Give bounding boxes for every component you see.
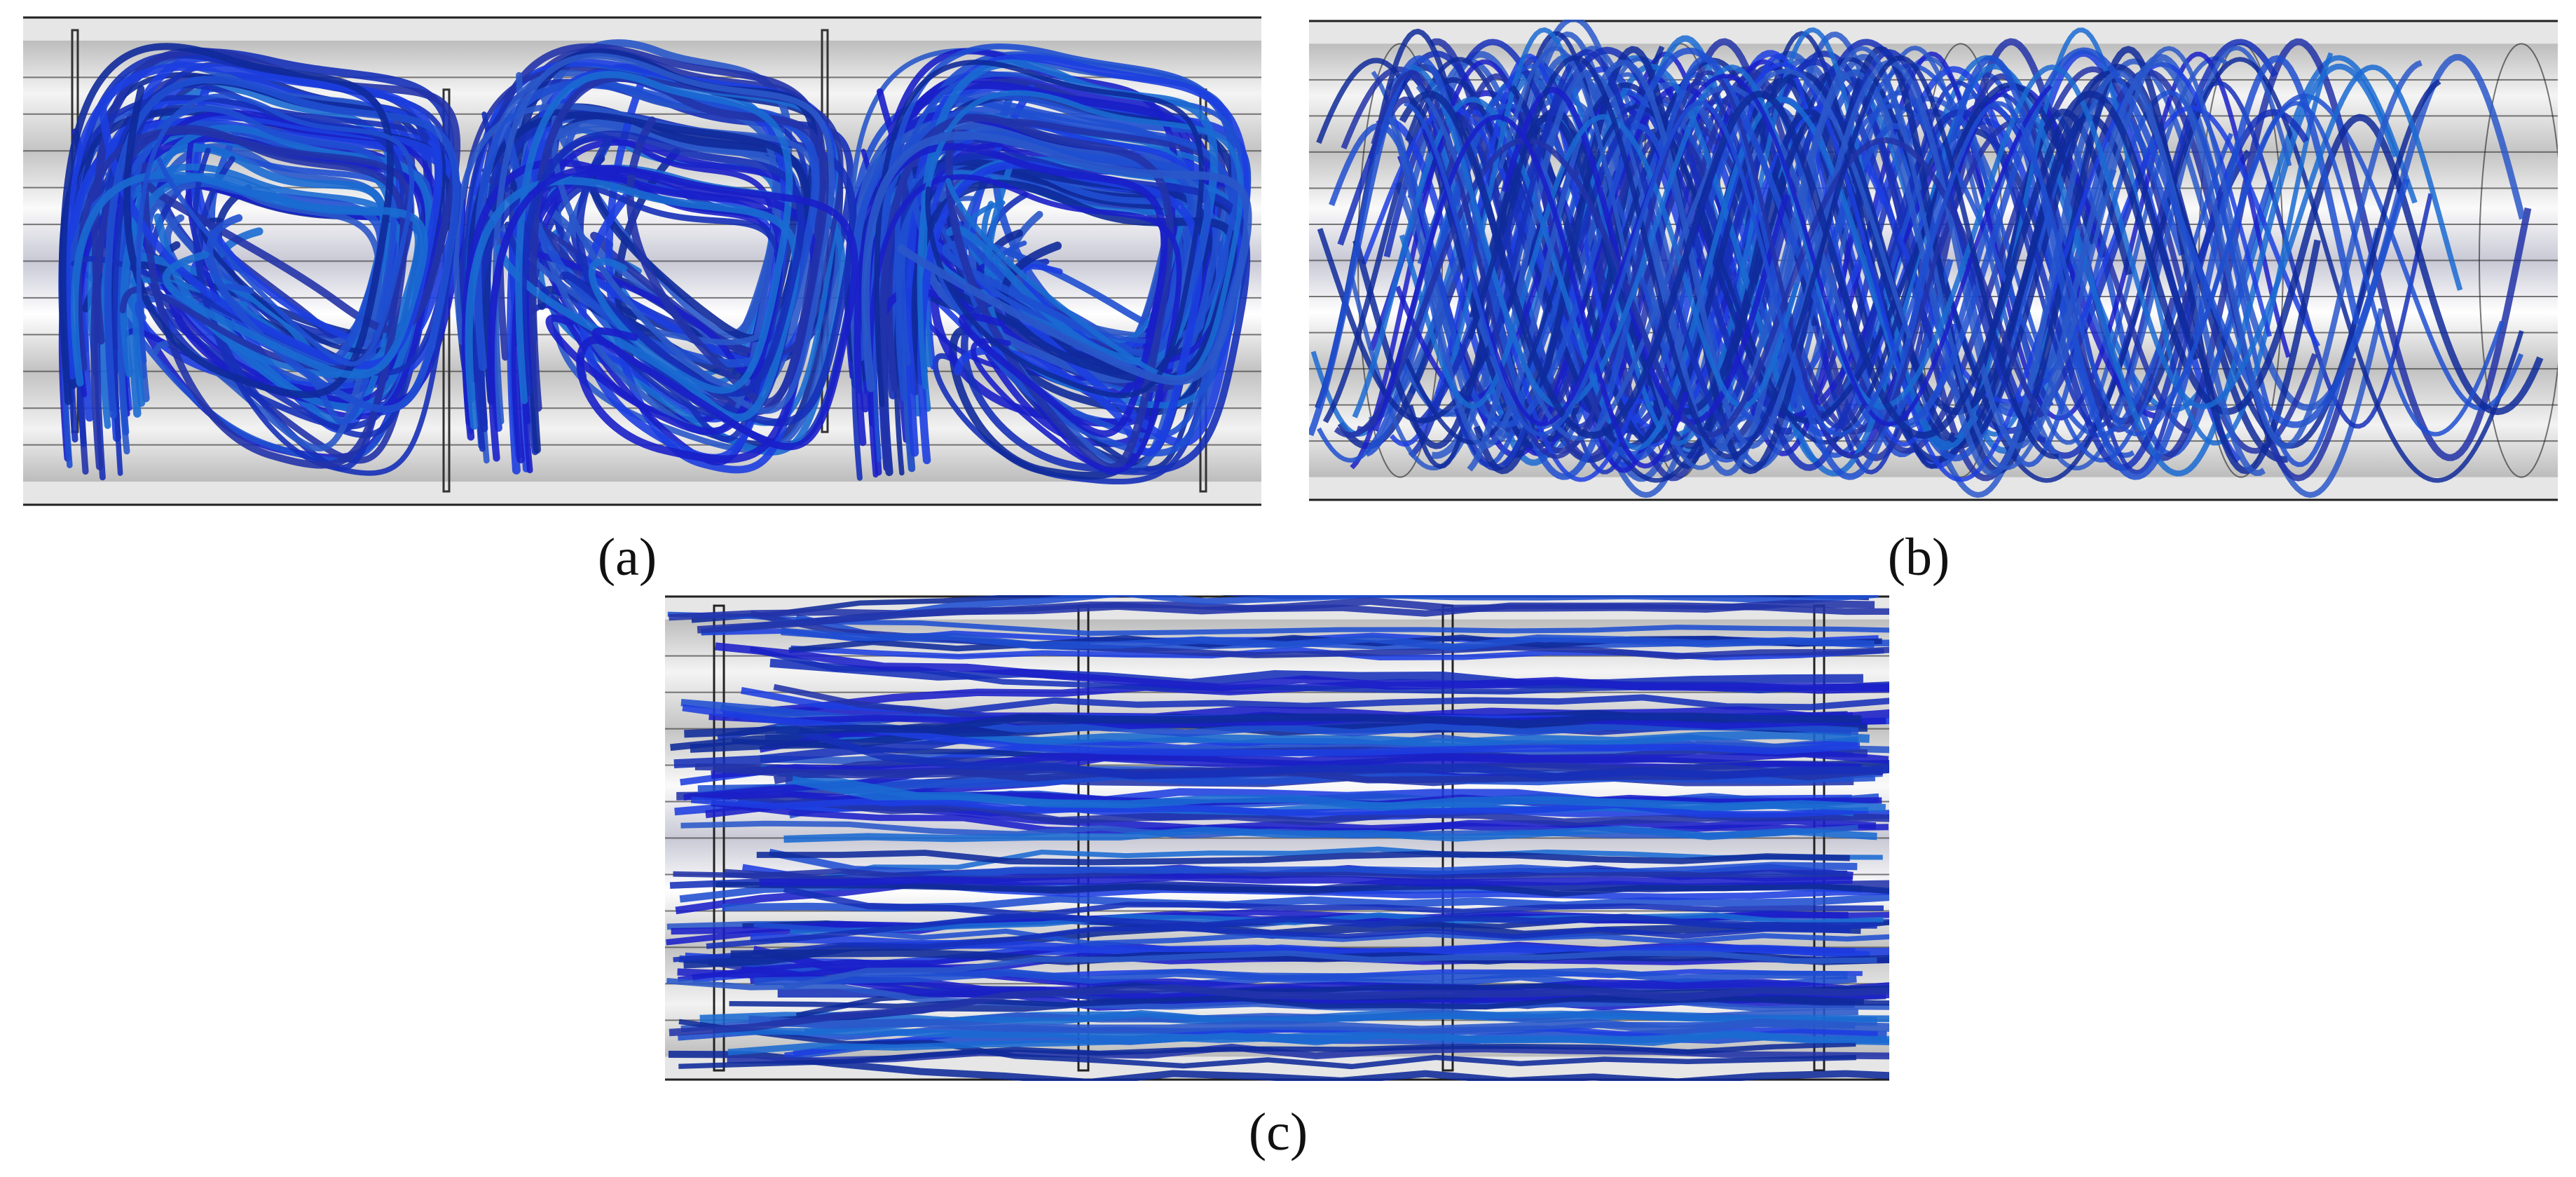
streamline [748,1015,1889,1035]
streamline [715,642,1889,692]
streamline [678,1019,1857,1070]
streamline [711,749,1889,779]
streamline [791,775,1886,812]
streamline [759,873,1853,887]
streamline [894,72,1242,349]
streamline [59,43,395,405]
spacer [713,604,725,1072]
streamline [715,881,1889,897]
streamline [684,712,1862,738]
streamline [1502,87,1790,426]
streamline [851,131,1212,362]
streamline [919,59,1219,367]
streamline [781,627,1875,651]
panel-label: (b) [1888,528,1950,587]
panel-label: (c) [1249,1103,1308,1162]
streamline [1404,101,2505,437]
streamline [71,170,428,387]
streamline [492,53,835,425]
streamline [804,1009,1889,1035]
streamline [854,143,1168,447]
streamline [94,81,407,481]
streamline [1502,63,2399,477]
streamline [673,868,1851,882]
streamline [91,47,461,345]
streamline [1431,80,1748,459]
streamline [678,1041,1856,1069]
streamline [1373,114,1690,469]
streamline [754,967,1848,986]
streamline [1399,114,1800,409]
streamline [874,60,1205,407]
streamline [1467,55,2060,459]
streamline [132,124,433,411]
streamline [62,62,443,380]
streamline [1404,104,1947,445]
streamline [1317,82,2097,423]
streamline [722,791,1889,826]
panel-content [1309,20,2558,501]
streamline [783,950,1877,991]
streamline [706,902,1884,949]
panel-c [665,595,1889,1081]
streamline [1422,74,2053,427]
streamline [1334,137,2045,438]
streamline [797,727,1889,781]
streamline [729,995,1889,1010]
streamline [515,71,793,404]
streamline [783,885,1877,929]
streamline [136,93,415,367]
panel-content [23,16,1261,506]
streamline [783,825,1877,843]
streamline [667,611,1889,636]
streamline [528,74,829,412]
panel-content [665,595,1889,1081]
streamline [867,174,1182,478]
helix-ring [2479,43,2558,478]
streamline [487,165,858,462]
streamline [1417,50,1865,482]
streamline [917,90,1244,390]
streamline [782,788,1877,834]
streamline [1309,55,2361,480]
streamline [1399,90,2200,439]
streamline [756,850,1850,866]
streamline [673,925,1851,962]
streamline [1388,60,2423,449]
streamline [690,796,1869,818]
panel-label: (a) [598,528,657,587]
streamline [697,597,1875,634]
streamline [668,1050,1889,1081]
streamline [708,713,1886,730]
streamline [462,158,784,441]
streamline [715,1027,1889,1044]
streamline [669,984,1889,1037]
streamline [861,131,1252,393]
panel-b [1309,20,2558,501]
panel-a [23,16,1261,506]
streamline [790,912,1884,935]
streamline [1409,64,2463,409]
streamline [753,922,1889,946]
